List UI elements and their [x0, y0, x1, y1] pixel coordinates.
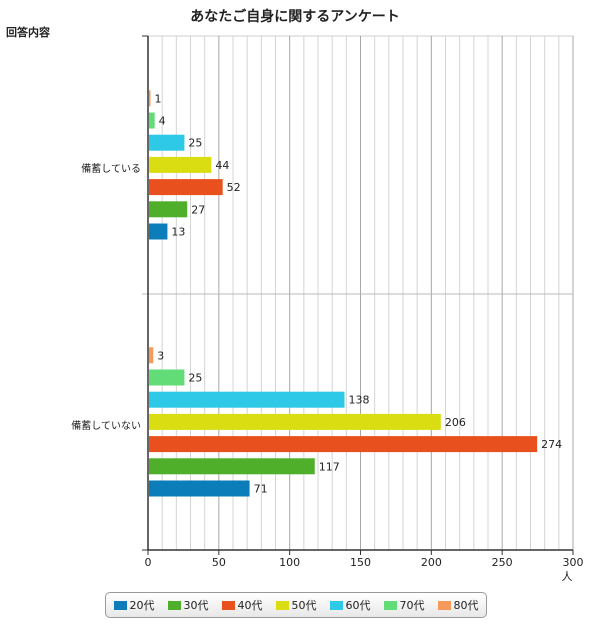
- legend-item: 20代: [113, 597, 155, 613]
- legend-label: 60代: [345, 599, 371, 612]
- bar: [149, 90, 151, 107]
- bar: [149, 369, 185, 386]
- legend-swatch: [383, 600, 397, 610]
- x-tick-label: 250: [492, 556, 513, 569]
- bar: [149, 413, 441, 430]
- legend-label: 50代: [291, 599, 317, 612]
- bar: [149, 134, 185, 151]
- x-tick-label: 200: [421, 556, 442, 569]
- legend-swatch: [329, 600, 343, 610]
- x-tick-label: 100: [279, 556, 300, 569]
- legend: 20代 30代 40代 50代 60代 70代 80代: [105, 592, 487, 618]
- data-label: 117: [319, 460, 340, 473]
- x-tick-label: 0: [145, 556, 152, 569]
- chart-title: あなたご自身に関するアンケート: [190, 9, 400, 25]
- data-label: 27: [191, 203, 205, 216]
- data-label: 71: [254, 483, 268, 496]
- legend-swatch: [437, 600, 451, 610]
- y-axis-label: 回答内容: [6, 26, 50, 39]
- data-label: 274: [541, 438, 562, 451]
- data-label: 206: [445, 416, 466, 429]
- legend-swatch: [113, 600, 127, 610]
- legend-swatch: [221, 600, 235, 610]
- data-label: 52: [227, 181, 241, 194]
- x-tick-label: 150: [350, 556, 371, 569]
- legend-label: 30代: [183, 599, 209, 612]
- bar: [149, 223, 168, 240]
- bar: [149, 436, 538, 453]
- data-label: 1: [155, 92, 162, 105]
- data-label: 3: [157, 349, 164, 362]
- bar: [149, 156, 212, 173]
- legend-item: 30代: [167, 597, 209, 613]
- data-label: 13: [171, 226, 185, 239]
- category-label: 備蓄していない: [71, 419, 141, 432]
- legend-item: 70代: [383, 597, 425, 613]
- legend-label: 20代: [129, 599, 155, 612]
- data-label: 44: [215, 159, 229, 172]
- bar: [149, 347, 154, 364]
- bar: [149, 112, 155, 129]
- bar: [149, 391, 345, 408]
- bar: [149, 458, 315, 475]
- legend-item: 50代: [275, 597, 317, 613]
- legend-label: 80代: [453, 599, 479, 612]
- x-tick-label: 50: [212, 556, 226, 569]
- bar: [149, 179, 223, 196]
- bar: [149, 201, 188, 218]
- category-label: 備蓄している: [81, 162, 141, 175]
- legend-item: 60代: [329, 597, 371, 613]
- data-label: 4: [159, 115, 166, 128]
- legend-item: 80代: [437, 597, 479, 613]
- legend-item: 40代: [221, 597, 263, 613]
- x-tick-label: 300: [563, 556, 584, 569]
- data-label: 25: [188, 137, 202, 150]
- x-axis-label: 人: [562, 570, 573, 583]
- legend-swatch: [167, 600, 181, 610]
- legend-label: 70代: [399, 599, 425, 612]
- data-label: 25: [188, 372, 202, 385]
- legend-swatch: [275, 600, 289, 610]
- data-label: 138: [349, 394, 370, 407]
- legend-label: 40代: [237, 599, 263, 612]
- bar: [149, 480, 250, 497]
